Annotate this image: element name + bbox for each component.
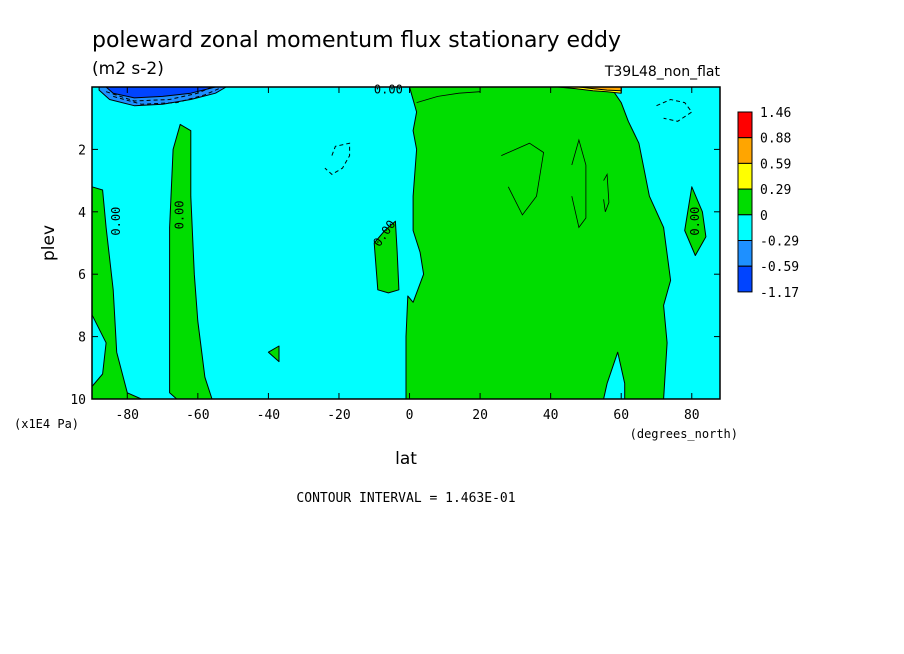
- legend-level-6: -0.59: [760, 260, 799, 275]
- x-axis-label: lat: [395, 449, 417, 469]
- y-tick-label-4: 10: [70, 393, 86, 408]
- x-tick-label-0: -80: [116, 408, 139, 423]
- dashed-contour-1: [105, 86, 213, 102]
- x-tick-label-3: -20: [327, 408, 350, 423]
- positive-region-5: [684, 186, 707, 256]
- y-axis-label: plev: [39, 225, 59, 261]
- contour-lines: [105, 86, 693, 229]
- solid-contour-1: [571, 138, 587, 229]
- legend-level-7: -1.17: [760, 286, 799, 301]
- legend-swatch-1: [737, 137, 753, 164]
- contour-label-1: 0.00: [173, 200, 187, 229]
- positive-region-4: [267, 345, 280, 363]
- plot-area: 0.00 0.000.000.000.00 -80 -60 -40 -20 0 20 40 60…: [70, 83, 721, 423]
- chart-title: poleward zonal momentum flux stationary …: [92, 28, 621, 53]
- contour-label-0: 0.00: [109, 207, 123, 236]
- x-tick-label-1: -60: [186, 408, 209, 423]
- legend-level-3: 0.29: [760, 183, 791, 198]
- solid-contour-2: [603, 173, 610, 212]
- legend-swatch-4: [737, 214, 753, 242]
- positive-region-2: [405, 86, 672, 400]
- legend-swatch-2: [737, 162, 753, 190]
- y-tick-label-3: 8: [78, 331, 86, 346]
- positive-region-3: [373, 220, 400, 294]
- solid-contour-3: [416, 91, 481, 103]
- y-tick-label-1: 4: [78, 206, 86, 221]
- dashed-contour-2: [324, 142, 351, 176]
- x-axis: -80 -60 -40 -20 0 20 40 60 80: [116, 87, 700, 423]
- contour-label-3: 0.00: [374, 83, 403, 97]
- contour-label-4: 0.00: [688, 207, 702, 236]
- run-label: T39L48_non_flat: [604, 64, 721, 80]
- chart-units: (m2 s-2): [92, 59, 164, 79]
- legend-level-2: 0.59: [760, 157, 791, 172]
- y-axis-units: (x1E4 Pa): [14, 417, 79, 431]
- x-tick-label-2: -40: [257, 408, 280, 423]
- legend-level-1: 0.88: [760, 132, 791, 147]
- x-tick-label-4: 0: [406, 408, 414, 423]
- legend-swatch-3: [737, 188, 753, 216]
- solid-contour-0: [501, 142, 545, 216]
- plot-frame: [91, 86, 721, 400]
- legend-level-5: -0.29: [760, 235, 799, 250]
- y-tick-label-2: 6: [78, 268, 86, 283]
- x-tick-label-8: 80: [684, 408, 700, 423]
- dashed-contour-3: [656, 98, 693, 122]
- y-tick-label-0: 2: [78, 143, 86, 158]
- legend-level-4: 0: [760, 209, 768, 224]
- legend-swatch-0: [737, 111, 753, 139]
- x-tick-label-7: 60: [613, 408, 629, 423]
- contour-fills: [91, 86, 707, 400]
- color-legend: 1.46 0.88 0.59 0.29 0 -0.29 -0.59 -1.17: [737, 106, 799, 301]
- y-axis: 2 4 6 8 10: [70, 143, 720, 408]
- legend-level-0: 1.46: [760, 106, 791, 121]
- dashed-contour-0: [113, 88, 220, 105]
- contour-interval: CONTOUR INTERVAL = 1.463E-01: [296, 491, 515, 506]
- x-tick-label-6: 40: [543, 408, 559, 423]
- legend-swatch-5: [737, 240, 753, 267]
- x-axis-units: (degrees_north): [630, 427, 738, 441]
- x-tick-label-5: 20: [472, 408, 488, 423]
- legend-swatch-6: [737, 265, 753, 293]
